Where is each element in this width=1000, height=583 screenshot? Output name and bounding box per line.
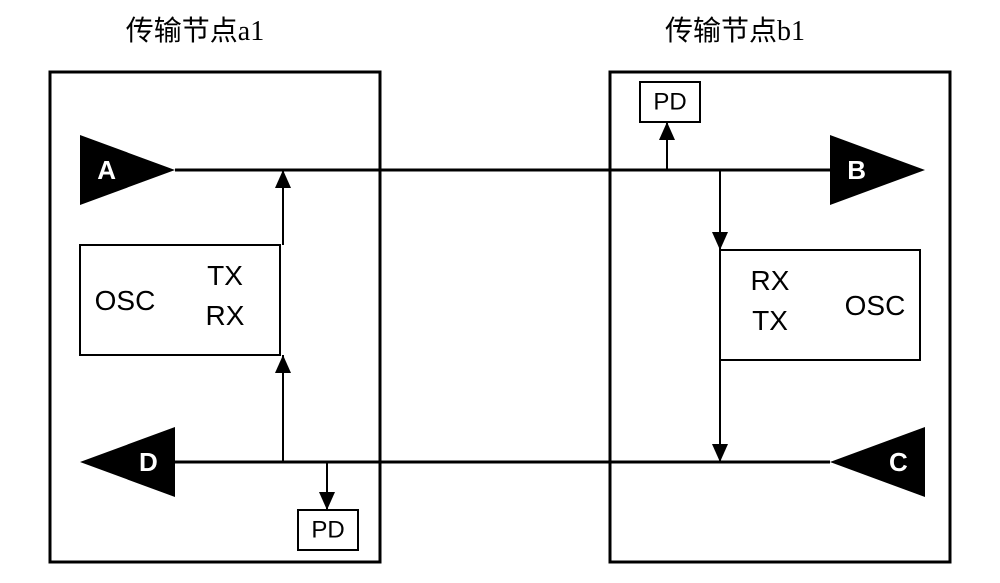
- amplifier-c: [830, 427, 925, 497]
- pd-label-botleft: PD: [311, 517, 344, 544]
- tap-right-rx-arrowhead: [712, 232, 728, 250]
- amplifier-label-b: B: [847, 155, 866, 185]
- tap-left-tx-arrowhead: [275, 170, 291, 188]
- pd-label-topright: PD: [653, 89, 686, 116]
- title-b1: 传输节点b1: [665, 15, 805, 47]
- tap-right-tx-arrowhead: [712, 444, 728, 462]
- osc-rx-left: RX: [206, 300, 245, 331]
- osc-rx-right: RX: [751, 265, 790, 296]
- tap-right-pd-arrowhead: [659, 122, 675, 140]
- amplifier-label-a: A: [97, 155, 116, 185]
- amplifier-label-d: D: [139, 447, 158, 477]
- osc-label-left: OSC: [95, 285, 156, 316]
- amplifier-b: [830, 135, 925, 205]
- osc-tx-right: TX: [752, 305, 788, 336]
- tap-left-rx-arrowhead: [275, 355, 291, 373]
- amplifier-label-c: C: [889, 447, 908, 477]
- osc-label-right: OSC: [845, 290, 906, 321]
- amplifier-a: [80, 135, 175, 205]
- title-a1: 传输节点a1: [126, 15, 264, 47]
- osc-tx-left: TX: [207, 260, 243, 291]
- amplifier-d: [80, 427, 175, 497]
- tap-left-pd-arrowhead: [319, 492, 335, 510]
